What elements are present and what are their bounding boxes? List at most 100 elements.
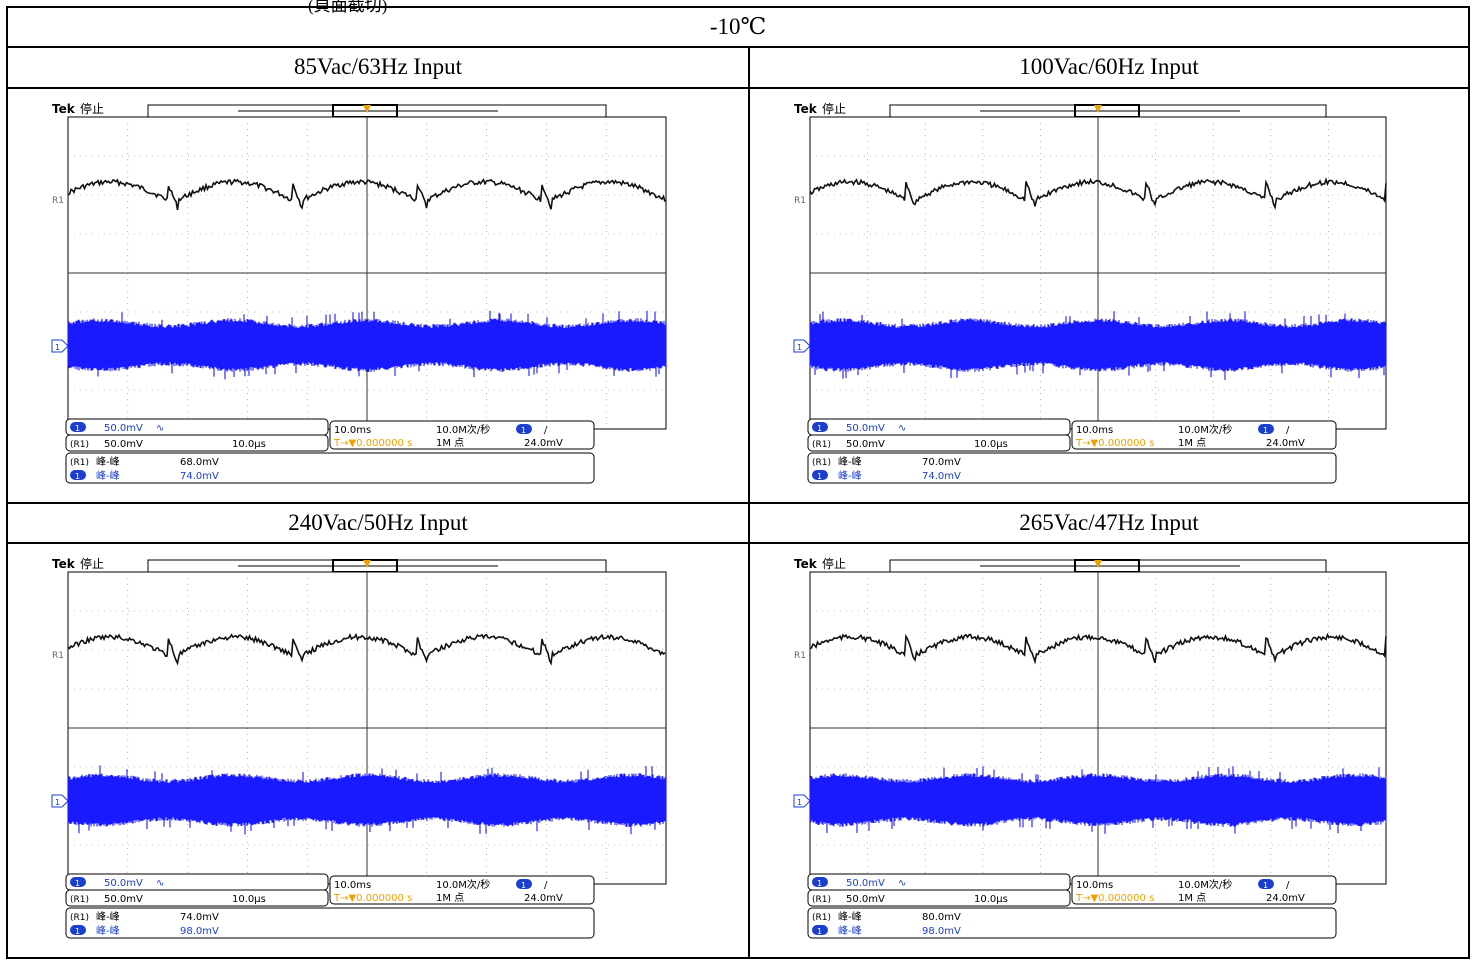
scope-cell-100vac: Tek停止TR11150.0mV∿(R1)50.0mV10.0µs10.0ms1… — [749, 88, 1469, 503]
ch1-marker: 1 — [52, 340, 68, 352]
svg-text:24.0mV: 24.0mV — [524, 893, 563, 904]
svg-text:10.0ms: 10.0ms — [334, 880, 371, 891]
svg-text:10.0M次/秒: 10.0M次/秒 — [436, 423, 490, 436]
measurement-readout: (R1) 峰-峰 80.0mV 1 峰-峰 98.0mV — [808, 908, 1336, 938]
panel-label-240vac: 240Vac/50Hz Input — [7, 503, 749, 543]
svg-text:10.0M次/秒: 10.0M次/秒 — [1178, 423, 1232, 436]
panel-label-100vac: 100Vac/60Hz Input — [749, 47, 1469, 87]
svg-text:98.0mV: 98.0mV — [180, 926, 219, 937]
svg-text:10.0ms: 10.0ms — [1076, 425, 1113, 436]
channel-readout: 1 50.0mV ∿ (R1) 50.0mV 10.0µs — [808, 419, 1070, 451]
svg-text:峰-峰: 峰-峰 — [96, 470, 120, 482]
svg-text:∿: ∿ — [156, 878, 164, 889]
ch1-marker: 1 — [794, 340, 810, 352]
channel-readout: 1 50.0mV ∿ (R1) 50.0mV 10.0µs — [66, 419, 328, 451]
svg-text:T→▼0.000000 s: T→▼0.000000 s — [333, 893, 412, 904]
scope-cell-265vac: Tek停止TR11150.0mV∿(R1)50.0mV10.0µs10.0ms1… — [749, 543, 1469, 958]
svg-text:1: 1 — [797, 798, 802, 807]
svg-text:74.0mV: 74.0mV — [180, 471, 219, 482]
svg-text:1: 1 — [55, 798, 60, 807]
svg-text:10.0ms: 10.0ms — [1076, 880, 1113, 891]
svg-text:(R1): (R1) — [812, 458, 831, 468]
scope-cell-240vac: Tek停止TR11150.0mV∿(R1)50.0mV10.0µs10.0ms1… — [7, 543, 749, 958]
svg-text:10.0µs: 10.0µs — [974, 894, 1008, 905]
svg-text:(R1): (R1) — [70, 913, 89, 923]
svg-text:10.0µs: 10.0µs — [232, 439, 266, 450]
svg-text:峰-峰: 峰-峰 — [96, 911, 120, 923]
ref1-marker: R1 — [52, 651, 64, 661]
svg-text:1: 1 — [75, 424, 80, 433]
svg-text:(R1): (R1) — [70, 458, 89, 468]
scope-brand-label: Tek — [794, 102, 818, 116]
svg-text:峰-峰: 峰-峰 — [96, 456, 120, 468]
oscilloscope-240vac: Tek停止TR11150.0mV∿(R1)50.0mV10.0µs10.0ms1… — [8, 544, 746, 960]
svg-text:98.0mV: 98.0mV — [922, 926, 961, 937]
svg-text:50.0mV: 50.0mV — [104, 439, 143, 450]
svg-text:70.0mV: 70.0mV — [922, 457, 961, 468]
svg-text:50.0mV: 50.0mV — [104, 423, 143, 434]
svg-text:峰-峰: 峰-峰 — [838, 911, 862, 923]
waveform-table: -10℃ 85Vac/63Hz Input 100Vac/60Hz Input … — [6, 6, 1470, 959]
measurement-readout: (R1) 峰-峰 70.0mV 1 峰-峰 74.0mV — [808, 453, 1336, 483]
svg-text:1: 1 — [521, 426, 526, 435]
scope-state-label: 停止 — [80, 101, 104, 116]
scope-state-label: 停止 — [80, 556, 104, 571]
svg-text:T→▼0.000000 s: T→▼0.000000 s — [333, 438, 412, 449]
temperature-header: -10℃ — [7, 7, 1469, 47]
svg-text:1: 1 — [1263, 881, 1268, 890]
svg-text:1M 点: 1M 点 — [436, 437, 464, 449]
svg-text:1: 1 — [797, 343, 802, 352]
svg-text:T→▼0.000000 s: T→▼0.000000 s — [1075, 893, 1154, 904]
svg-text:1: 1 — [817, 879, 822, 888]
ch1-marker: 1 — [52, 795, 68, 807]
svg-text:(R1): (R1) — [812, 913, 831, 923]
svg-text:10.0M次/秒: 10.0M次/秒 — [1178, 878, 1232, 891]
svg-text:10.0µs: 10.0µs — [974, 439, 1008, 450]
scope-state-label: 停止 — [822, 556, 846, 571]
scope-brand-label: Tek — [794, 557, 818, 571]
svg-text:24.0mV: 24.0mV — [524, 438, 563, 449]
svg-text:1: 1 — [75, 472, 80, 481]
svg-text:1M 点: 1M 点 — [436, 892, 464, 904]
svg-text:1: 1 — [55, 343, 60, 352]
svg-text:T→▼0.000000 s: T→▼0.000000 s — [1075, 438, 1154, 449]
svg-text:峰-峰: 峰-峰 — [838, 456, 862, 468]
svg-text:74.0mV: 74.0mV — [922, 471, 961, 482]
svg-text:50.0mV: 50.0mV — [104, 878, 143, 889]
oscilloscope-265vac: Tek停止TR11150.0mV∿(R1)50.0mV10.0µs10.0ms1… — [750, 544, 1466, 960]
svg-text:10.0M次/秒: 10.0M次/秒 — [436, 878, 490, 891]
scope-graticule — [810, 572, 1386, 884]
svg-text:1M 点: 1M 点 — [1178, 437, 1206, 449]
svg-text:∿: ∿ — [898, 878, 906, 889]
scope-state-label: 停止 — [822, 101, 846, 116]
svg-text:50.0mV: 50.0mV — [104, 894, 143, 905]
channel-readout: 1 50.0mV ∿ (R1) 50.0mV 10.0µs — [808, 874, 1070, 906]
ref1-marker: R1 — [52, 196, 64, 206]
svg-text:1: 1 — [521, 881, 526, 890]
svg-text:74.0mV: 74.0mV — [180, 912, 219, 923]
svg-text:∿: ∿ — [898, 423, 906, 434]
scope-brand-label: Tek — [52, 557, 76, 571]
svg-text:1: 1 — [817, 472, 822, 481]
svg-text:10.0ms: 10.0ms — [334, 425, 371, 436]
svg-text:∿: ∿ — [156, 423, 164, 434]
svg-text:50.0mV: 50.0mV — [846, 878, 885, 889]
panel-label-85vac: 85Vac/63Hz Input — [7, 47, 749, 87]
ref1-marker: R1 — [794, 196, 806, 206]
timebase-readout: 10.0ms 10.0M次/秒 1 / T→▼0.000000 s 1M 点 24.0mV — [1072, 876, 1336, 904]
measurement-readout: (R1) 峰-峰 68.0mV1 峰-峰 74.0mV — [66, 453, 594, 483]
svg-text:24.0mV: 24.0mV — [1266, 438, 1305, 449]
svg-text:1: 1 — [817, 424, 822, 433]
svg-text:1: 1 — [75, 879, 80, 888]
timebase-readout: 10.0ms 10.0M次/秒 1 / T→▼0.000000 s 1M 点 24.0mV — [330, 421, 594, 449]
ch1-marker: 1 — [794, 795, 810, 807]
timebase-readout: 10.0ms 10.0M次/秒 1 / T→▼0.000000 s 1M 点 24.0mV — [1072, 421, 1336, 449]
svg-text:(R1): (R1) — [812, 440, 831, 450]
svg-text:50.0mV: 50.0mV — [846, 439, 885, 450]
measurement-readout: (R1) 峰-峰 74.0mV 1 峰-峰 98.0mV — [66, 908, 594, 938]
scope-brand-label: Tek — [52, 102, 76, 116]
scope-graticule — [68, 117, 666, 429]
svg-text:峰-峰: 峰-峰 — [838, 925, 862, 937]
scope-graticule — [810, 117, 1386, 429]
svg-text:1: 1 — [817, 927, 822, 936]
